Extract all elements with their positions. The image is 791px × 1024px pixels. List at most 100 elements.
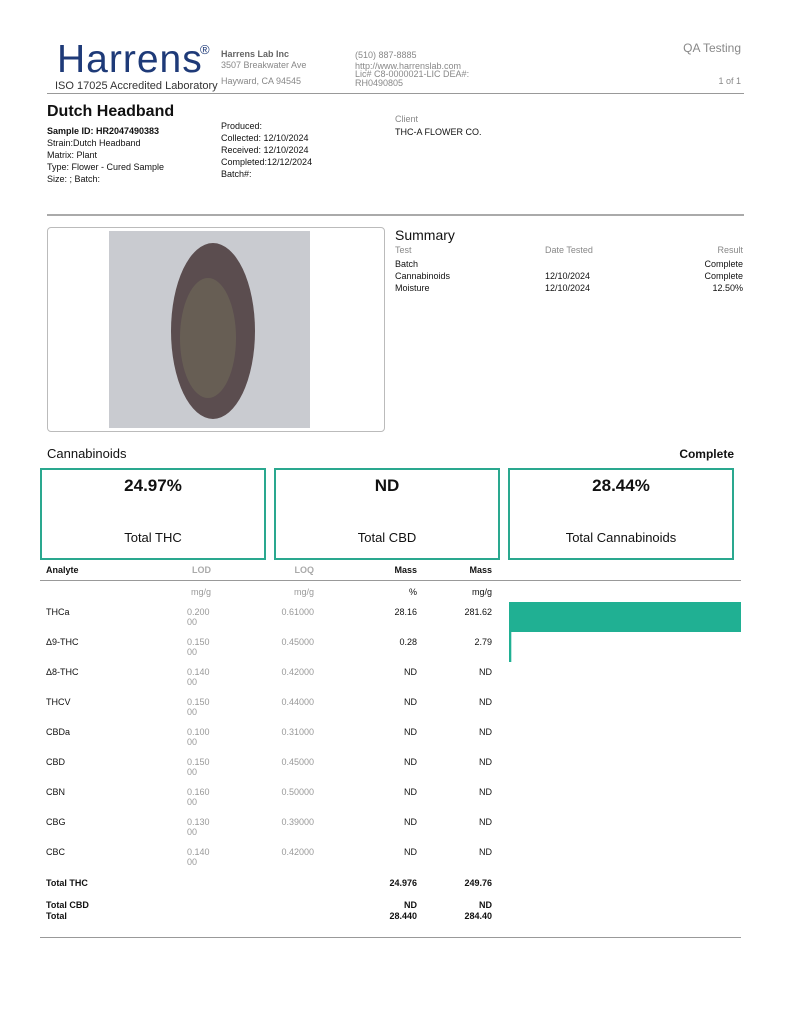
sample-detail: Strain:Dutch Headband <box>47 138 141 148</box>
mass: ND <box>404 667 417 677</box>
unit: mg/g <box>293 587 314 597</box>
sample-detail: Size: ; Batch: <box>47 174 101 184</box>
photo-bud <box>180 278 236 398</box>
mass: ND <box>404 787 417 797</box>
total-row-cell: ND <box>479 900 492 910</box>
address: Hayward, CA 94545 <box>221 76 302 86</box>
total-box <box>40 468 266 560</box>
loq: 0.50000 <box>281 787 314 797</box>
loq: 0.61000 <box>281 607 314 617</box>
sample-date: Collected: 12/10/2024 <box>221 133 309 143</box>
summary-cell: 12/10/2024 <box>545 283 591 293</box>
bar-chart <box>509 602 741 662</box>
mass: ND <box>479 787 492 797</box>
sample-detail: Matrix: Plant <box>47 150 98 160</box>
logo: Harrens <box>57 38 203 81</box>
loq: 0.45000 <box>281 757 314 767</box>
sample-date: Batch#: <box>221 169 252 179</box>
analyte: Δ9-THC <box>46 637 79 647</box>
mass: ND <box>404 757 417 767</box>
divider <box>47 93 744 94</box>
total-row-cell: 249.76 <box>464 878 492 888</box>
total-row-cell: 28.440 <box>389 911 417 921</box>
analyte: CBG <box>46 817 66 827</box>
divider <box>47 214 744 216</box>
total-box <box>274 468 500 560</box>
total-label: Total Cannabinoids <box>565 530 677 545</box>
analyte: Δ8-THC <box>46 667 79 677</box>
mass: ND <box>404 817 417 827</box>
analyte: CBD <box>46 757 66 767</box>
mass: 281.62 <box>464 607 492 617</box>
analyte: CBC <box>46 847 66 857</box>
loq: 0.31000 <box>281 727 314 737</box>
lab-name: Harrens Lab Inc <box>221 49 290 59</box>
total-label: Total THC <box>124 530 182 545</box>
unit: mg/g <box>471 587 492 597</box>
mass: 28.16 <box>394 607 417 617</box>
lod: 0.14000 <box>187 667 210 687</box>
loq: 0.44000 <box>281 697 314 707</box>
summary-cell: Moisture <box>395 283 430 293</box>
lod: 0.15000 <box>187 637 210 657</box>
section-status: Complete <box>679 447 734 461</box>
bar <box>509 602 741 632</box>
total-value: 28.44% <box>592 476 650 495</box>
loq: 0.39000 <box>281 817 314 827</box>
loq: 0.42000 <box>281 847 314 857</box>
doc-type: QA Testing <box>683 41 741 55</box>
divider <box>40 580 741 581</box>
summary-cell: Cannabinoids <box>395 271 451 281</box>
mass: ND <box>404 847 417 857</box>
logo-mark: ® <box>200 42 210 57</box>
sample-date: Received: 12/10/2024 <box>221 145 309 155</box>
summary-cell: 12.50% <box>712 283 743 293</box>
summary-cell: 12/10/2024 <box>545 271 591 281</box>
summary-header: Result <box>717 245 743 255</box>
total-row-cell: Total <box>46 911 67 921</box>
total-box <box>508 468 734 560</box>
lod: 0.10000 <box>187 727 210 747</box>
section-title: Cannabinoids <box>47 446 127 461</box>
summary-title: Summary <box>395 227 455 243</box>
bar <box>509 632 512 662</box>
mass: ND <box>479 697 492 707</box>
lod: 0.20000 <box>187 607 210 627</box>
loq: 0.45000 <box>281 637 314 647</box>
accreditation: ISO 17025 Accredited Laboratory <box>55 80 218 92</box>
summary-header: Test <box>395 245 412 255</box>
total-row-cell: Total CBD <box>46 900 89 910</box>
lod: 0.13000 <box>187 817 210 837</box>
total-value: 24.97% <box>124 476 182 495</box>
total-label: Total CBD <box>357 530 417 545</box>
summary-cell: Batch <box>395 259 419 269</box>
total-row-cell: 284.40 <box>464 911 492 921</box>
total-row-cell: 24.976 <box>389 878 417 888</box>
total-value: ND <box>374 476 400 495</box>
loq: 0.42000 <box>281 667 314 677</box>
summary-header: Date Tested <box>545 245 593 255</box>
mass: ND <box>404 697 417 707</box>
table-header: LOD <box>192 565 211 575</box>
table-header: LOQ <box>294 565 315 575</box>
page-number: 1 of 1 <box>718 76 741 86</box>
mass: ND <box>404 727 417 737</box>
sample-date: Produced: <box>221 121 263 131</box>
analyte: CBDa <box>46 727 71 737</box>
lod: 0.16000 <box>187 787 210 807</box>
address: 3507 Breakwater Ave <box>221 60 307 70</box>
sample-name: Dutch Headband <box>47 103 175 120</box>
lod: 0.14000 <box>187 847 210 867</box>
sample-detail: Sample ID: HR2047490383 <box>47 126 160 136</box>
mass: ND <box>479 667 492 677</box>
photo <box>109 231 310 428</box>
summary-cell: Complete <box>704 271 743 281</box>
unit: % <box>408 587 417 597</box>
analyte: THCa <box>46 607 70 617</box>
analyte: CBN <box>46 787 66 797</box>
total-row-cell: Total THC <box>46 878 88 888</box>
table-header: Mass <box>469 565 492 575</box>
mass: 0.28 <box>399 637 417 647</box>
unit: mg/g <box>190 587 211 597</box>
mass: ND <box>479 727 492 737</box>
